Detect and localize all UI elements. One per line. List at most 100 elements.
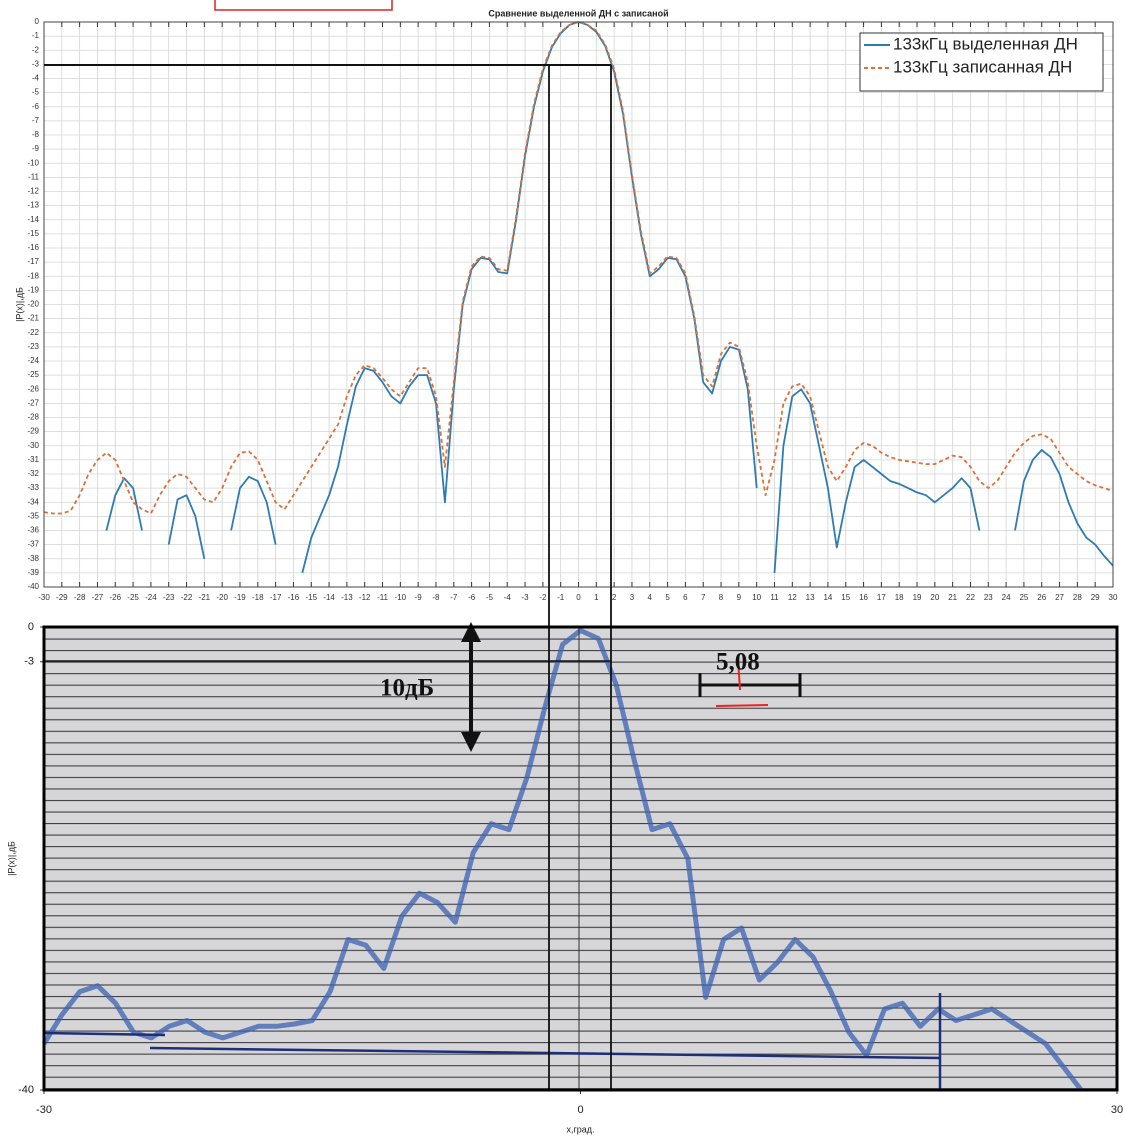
x-tick-label: -17 (270, 593, 282, 602)
x-tick-label: 1 (594, 593, 599, 602)
x-tick-label: -18 (252, 593, 264, 602)
x-tick-label: -19 (234, 593, 246, 602)
x-tick-label: 2 (612, 593, 617, 602)
y-tick-label: -22 (27, 328, 39, 337)
overlay: 10дБ 5,08 (42, 64, 1119, 1092)
x-tick-label: 20 (930, 593, 939, 602)
x-tick-label: 22 (966, 593, 975, 602)
y-tick-label: -24 (27, 356, 39, 365)
x-tick-label: -15 (305, 593, 317, 602)
annotation: 5,08 (716, 649, 760, 676)
y-tick-label: -27 (27, 398, 39, 407)
x-tick-label: 14 (823, 593, 832, 602)
y-tick-label: -10 (27, 158, 39, 167)
x-tick-label: -3 (521, 593, 529, 602)
x-tick-label: -11 (377, 593, 389, 602)
bottom-frame (42, 625, 1119, 1092)
x-tick-label: 29 (1091, 593, 1100, 602)
x-tick-label: 23 (984, 593, 993, 602)
x-tick-label: -28 (74, 593, 86, 602)
x-tick-label: -24 (145, 593, 157, 602)
x-tick-label: -12 (359, 593, 371, 602)
y-tick-label: -31 (27, 455, 39, 464)
x-tick-label: 30 (1109, 593, 1118, 602)
red-box (214, 0, 393, 11)
y-tick-label: -8 (32, 130, 40, 139)
y-tick-label: -25 (27, 370, 39, 379)
y-tick-label: -40 (18, 1084, 34, 1096)
legend-label: 133кГц записанная ДН (893, 57, 1072, 76)
x-tick-label: 15 (841, 593, 850, 602)
x-tick-label: -14 (323, 593, 335, 602)
x-tick-label: -20 (216, 593, 228, 602)
x-tick-label: -25 (127, 593, 139, 602)
x-tick-label: -7 (450, 593, 458, 602)
x-tick-label: 16 (859, 593, 868, 602)
x-tick-label: -6 (468, 593, 476, 602)
x-tick-label: -16 (288, 593, 300, 602)
y-tick-label: -33 (27, 483, 39, 492)
y-tick-label: -35 (27, 511, 39, 520)
y-tick-label: -23 (27, 342, 39, 351)
y-tick-label: -28 (27, 413, 39, 422)
y-tick-label: -4 (32, 74, 40, 83)
x-tick-label: -10 (395, 593, 407, 602)
data-line (105, 21, 1114, 574)
x-tick-label: 7 (701, 593, 706, 602)
x-tick-label: -5 (486, 593, 494, 602)
y-tick-label: -7 (32, 116, 40, 125)
y-tick-label: -40 (27, 582, 39, 591)
y-tick-label: -14 (27, 215, 39, 224)
x-tick-label: 17 (877, 593, 886, 602)
y-tick-label: -34 (27, 497, 39, 506)
y-tick-label: -5 (32, 88, 40, 97)
annotation: 10дБ (380, 675, 434, 702)
y-tick-label: -3 (32, 59, 40, 68)
plot-frame (43, 21, 1114, 588)
paper-trace (43, 1031, 166, 1037)
y-tick-label: -15 (27, 229, 39, 238)
x-tick-label: -9 (415, 593, 423, 602)
y-tick-label: -13 (27, 201, 39, 210)
y-tick-label: -17 (27, 257, 39, 266)
red-mark (715, 657, 769, 707)
x-tick-label: 26 (1037, 593, 1046, 602)
y-tick-label: -11 (28, 172, 40, 181)
x-tick-label: 25 (1019, 593, 1028, 602)
x-tick-label: 19 (913, 593, 922, 602)
y-tick-label: -32 (27, 469, 39, 478)
y-tick-label: -26 (27, 384, 39, 393)
y-tick-label: -38 (27, 554, 39, 563)
x-tick-label: -29 (56, 593, 68, 602)
x-tick-label: 24 (1002, 593, 1011, 602)
chart-title: Сравнение выделенной ДН с записаной (488, 8, 668, 18)
y-tick-label: -36 (27, 526, 39, 535)
y-tick-label: -18 (27, 271, 39, 280)
x-tick-label: -4 (504, 593, 512, 602)
y-tick-label: -29 (27, 427, 39, 436)
y-tick-label: -9 (32, 144, 40, 153)
y-axis-label: |P(x)|,дБ (14, 287, 24, 322)
y-tick-label: -20 (27, 300, 39, 309)
x-tick-label: 27 (1055, 593, 1064, 602)
x-tick-label: 30 (1111, 1104, 1123, 1116)
top-chart: 0-1-2-3-4-5-6-7-8-9-10-11-12-13-14-15-16… (14, 8, 1118, 602)
legend-box (859, 32, 1104, 92)
x-tick-label: -8 (432, 593, 440, 602)
legend-label: 133кГц выделенная ДН (893, 34, 1078, 53)
y-tick-label: -37 (27, 540, 39, 549)
x-tick-label: 6 (683, 593, 688, 602)
x-tick-label: -27 (92, 593, 104, 602)
x-tick-label: 18 (895, 593, 904, 602)
x-tick-label: 12 (788, 593, 797, 602)
x-tick-label: 0 (576, 593, 581, 602)
y-tick-label: -1 (32, 31, 40, 40)
y-tick-label: -16 (27, 243, 39, 252)
x-tick-label: 13 (806, 593, 815, 602)
x-axis-label: x,град. (566, 1124, 594, 1134)
x-tick-label: -23 (163, 593, 175, 602)
x-tick-label: 5 (665, 593, 670, 602)
bottom-chart: 0 -3 -40-30 0 30 |P(x)|,дБ x,град. (6, 621, 1123, 1134)
data-line (41, 628, 1084, 1092)
